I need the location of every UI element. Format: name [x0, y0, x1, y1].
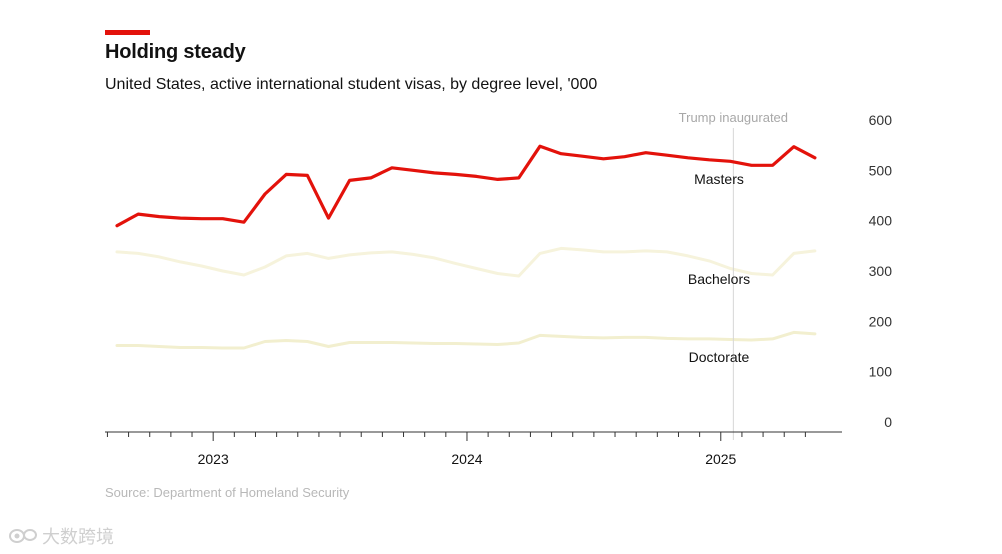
series-line-masters [115, 144, 817, 228]
y-axis: 0 100 200 300 400 500 600 [869, 112, 893, 430]
x-axis: 2023 2024 2025 [105, 431, 842, 467]
y-tick-label: 100 [869, 364, 893, 380]
doctorate-series [115, 330, 817, 350]
series-label-masters: Masters [694, 171, 744, 187]
y-tick-label: 600 [869, 112, 893, 128]
watermark-text: 大数跨境 [42, 527, 114, 547]
annotation-label: Trump inaugurated [679, 110, 788, 125]
chart-title: Holding steady [105, 41, 246, 63]
x-tick-label: 2024 [451, 451, 482, 467]
masters-series [115, 144, 817, 228]
bachelors-series [115, 246, 817, 278]
series-label-doctorate: Doctorate [689, 349, 750, 365]
chart-subtitle: United States, active international stud… [105, 76, 598, 93]
series-label-bachelors: Bachelors [688, 271, 750, 287]
y-tick-label: 300 [869, 263, 893, 279]
accent-rule [105, 30, 150, 35]
series-line-doctorate [115, 330, 817, 350]
series-line-bachelors [115, 246, 817, 278]
eye-logo-icon [9, 529, 37, 543]
source-note: Source: Department of Homeland Security [105, 485, 350, 500]
watermark: 大数跨境 [8, 523, 114, 549]
y-tick-label: 0 [884, 414, 892, 430]
x-tick-label: 2025 [705, 451, 736, 467]
y-tick-label: 500 [869, 162, 893, 178]
x-tick-label: 2023 [198, 451, 229, 467]
y-tick-label: 200 [869, 313, 893, 329]
y-tick-label: 400 [869, 213, 893, 229]
